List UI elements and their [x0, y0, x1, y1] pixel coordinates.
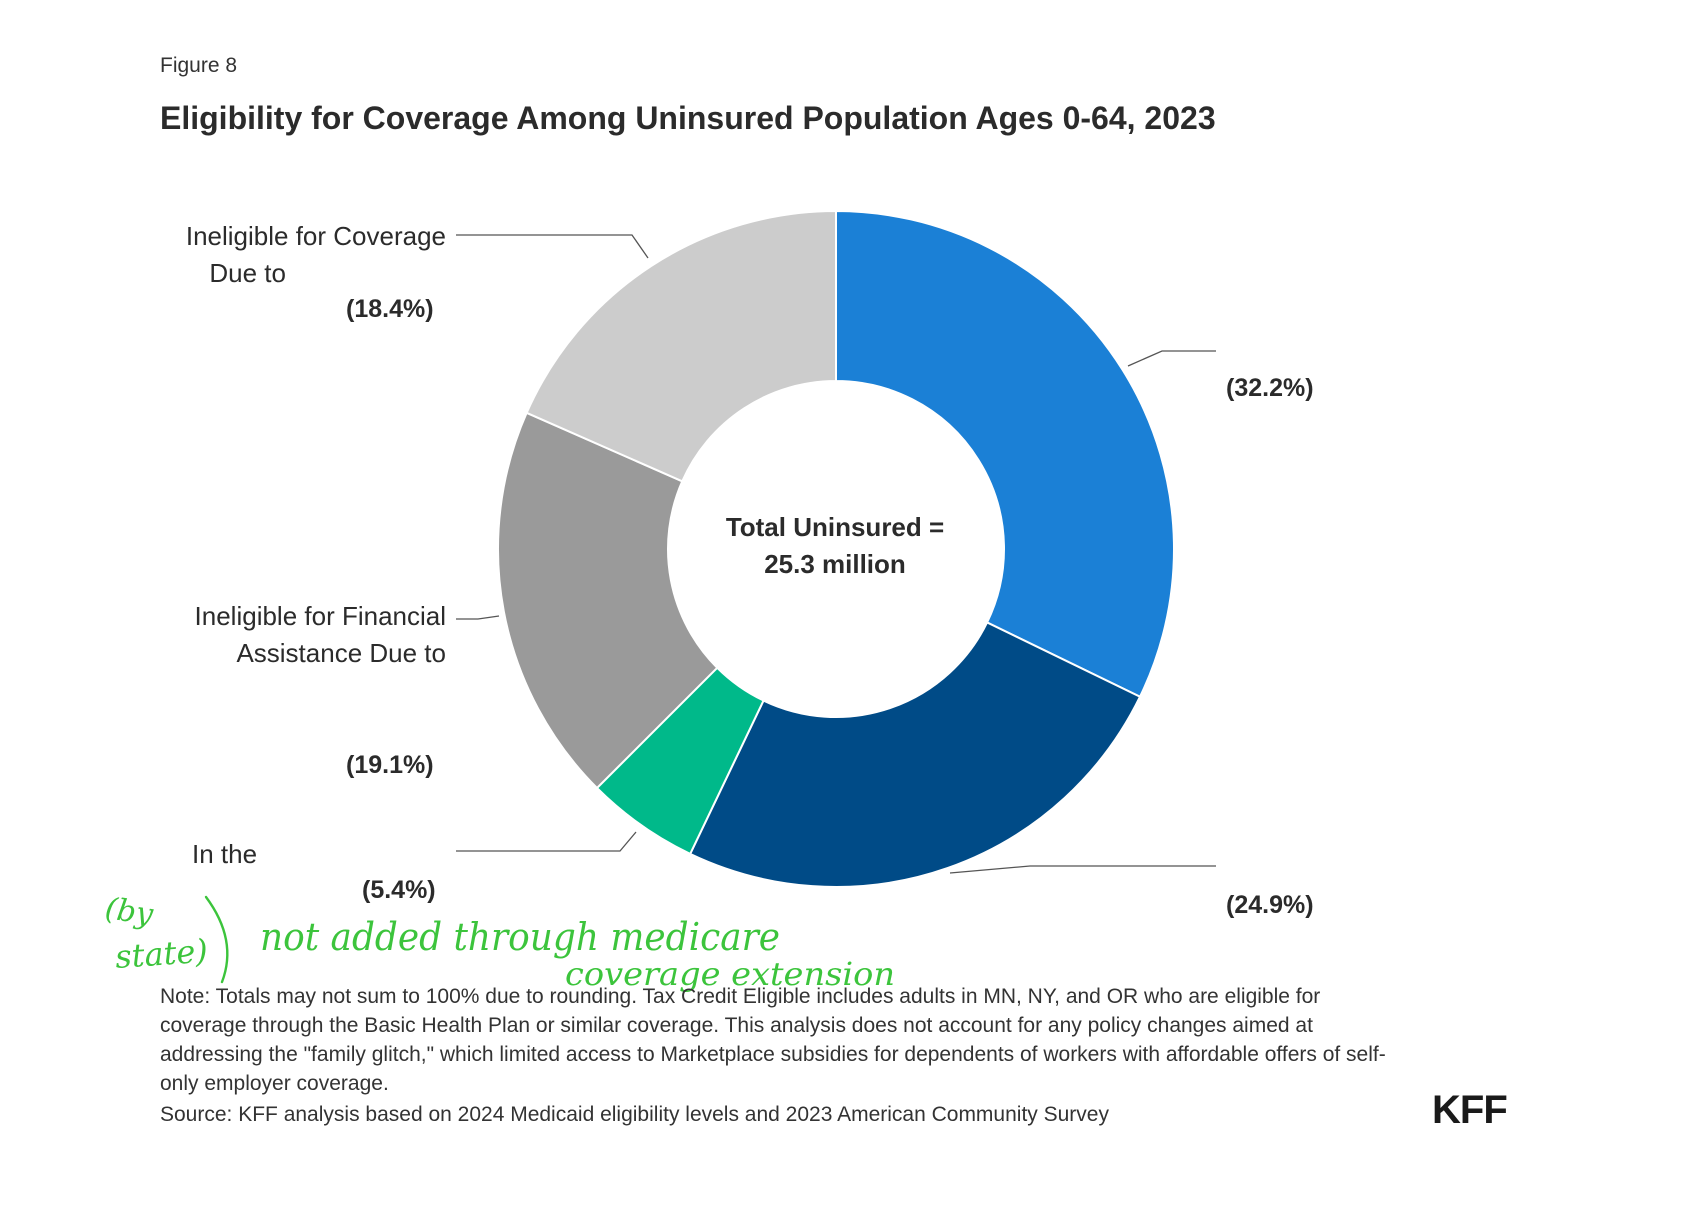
label-line: In the [192, 839, 258, 869]
leader-dark-blue [949, 865, 1216, 874]
slice-blue [835, 209, 1175, 699]
leader-dark-gray [456, 615, 500, 620]
label-line: Ineligible for Financial [194, 601, 446, 631]
value-ineligible-coverage: (18.4%) [346, 295, 434, 323]
leader-light-gray [456, 234, 649, 259]
label-line: Assistance Due to [236, 638, 446, 668]
chart-note: Note: Totals may not sum to 100% due to … [160, 985, 1386, 1095]
label-ineligible-financial: Ineligible for Financial Assistance Due … [150, 598, 446, 672]
value-blue-slice: (32.2%) [1226, 374, 1314, 402]
value-dark-blue-slice: (24.9%) [1226, 891, 1314, 919]
label-line: Due to [209, 258, 286, 288]
chart-title: Eligibility for Coverage Among Uninsured… [160, 100, 1216, 136]
value-in-the: (5.4%) [362, 876, 436, 904]
value-ineligible-financial: (19.1%) [346, 751, 434, 779]
label-in-the: In the [192, 836, 257, 873]
leader-blue [1127, 350, 1216, 367]
chart-source: Source: KFF analysis based on 2024 Medic… [160, 1103, 1109, 1126]
leader-green [456, 831, 637, 852]
center-total: Total Uninsured = 25.3 million [690, 509, 980, 583]
kff-logo: KFF [1432, 1088, 1508, 1132]
slice-dark-blue [688, 621, 1142, 888]
slice-light-gray [525, 209, 837, 483]
center-line-1: Total Uninsured = [725, 512, 945, 542]
label-line: Ineligible for Coverage [185, 221, 446, 251]
figure-label: Figure 8 [160, 54, 238, 77]
label-ineligible-coverage: Ineligible for Coverage Due to [150, 218, 446, 292]
slice-dark-gray [497, 411, 719, 790]
center-line-2: 25.3 million [764, 549, 906, 579]
